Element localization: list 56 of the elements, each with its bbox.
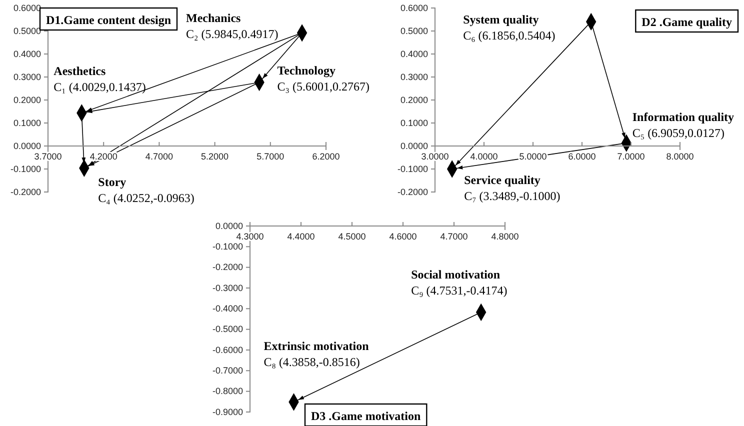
x-tick-label: 4.7000 xyxy=(440,231,468,242)
x-tick-label: 5.7000 xyxy=(256,151,284,162)
y-tick-label: 0.6000 xyxy=(400,2,428,13)
y-tick-label: -0.1000 xyxy=(397,164,428,174)
y-tick-label: 0.1000 xyxy=(400,118,428,128)
annotation: Social motivation C₉ (4.7531,-0.4174) xyxy=(411,267,508,298)
x-tick-label: 8.0000 xyxy=(666,151,694,162)
y-tick-label: -0.7000 xyxy=(212,366,243,376)
x-tick-label: 4.4000 xyxy=(287,231,315,242)
y-tick-label: -0.2000 xyxy=(212,262,243,272)
y-tick-label: 0.5000 xyxy=(13,26,41,36)
x-tick-label: 4.6000 xyxy=(389,231,417,242)
y-tick-label: -0.9000 xyxy=(212,406,243,417)
y-tick-label: 0.2000 xyxy=(13,94,41,105)
text: D2 .Game quality xyxy=(642,15,732,29)
y-tick-label: 0.0000 xyxy=(215,220,243,231)
x-tick-label: 4.0000 xyxy=(470,151,498,162)
annotation: Technology C₃ (5.6001,0.2767) xyxy=(277,63,370,94)
y-tick-label: 0.0000 xyxy=(400,140,428,151)
x-tick-label: 7.0000 xyxy=(617,151,645,162)
annotation: Story C₄ (4.0252,-0.0963) xyxy=(98,175,194,206)
y-tick-label: -0.1000 xyxy=(212,242,243,252)
y-tick-label: -0.4000 xyxy=(212,304,243,314)
text: D3 .Game motivation xyxy=(311,409,421,423)
y-tick-label: -0.8000 xyxy=(212,386,243,396)
annotation: Information quality C₅ (6.9059,0.0127) xyxy=(632,110,734,140)
y-tick-label: -0.1000 xyxy=(10,164,41,174)
x-tick-label: 3.7000 xyxy=(34,151,62,162)
x-tick-label: 3.0000 xyxy=(421,151,449,162)
chart-title: D1.Game content design xyxy=(46,13,172,27)
y-tick-label: -0.2000 xyxy=(10,186,41,197)
y-tick-label: -0.5000 xyxy=(212,324,243,334)
x-tick-label: 4.7000 xyxy=(145,151,173,162)
annotation: Mechanics C₂ (5.9845,0.4917) xyxy=(186,10,278,41)
x-tick-label: 6.2000 xyxy=(312,151,340,162)
x-tick-label: 5.2000 xyxy=(201,151,229,162)
x-tick-label: 4.8000 xyxy=(491,231,519,242)
y-tick-label: 0.0000 xyxy=(13,140,41,151)
y-tick-label: 0.4000 xyxy=(400,48,428,59)
annotation: Service quality C₇ (3.3489,-0.1000) xyxy=(464,173,560,203)
y-tick-label: -0.3000 xyxy=(212,282,243,293)
y-tick-label: 0.1000 xyxy=(13,118,41,128)
y-tick-label: -0.6000 xyxy=(212,344,243,355)
x-tick-label: 4.3000 xyxy=(236,231,264,242)
y-tick-label: 0.2000 xyxy=(400,94,428,105)
y-tick-label: 0.3000 xyxy=(13,72,41,82)
y-tick-label: 0.6000 xyxy=(13,2,41,13)
y-tick-label: 0.3000 xyxy=(400,72,428,82)
y-tick-label: 0.4000 xyxy=(13,48,41,59)
annotation: Extrinsic motivation C₈ (4.3858,-0.8516) xyxy=(264,338,370,369)
y-tick-label: -0.2000 xyxy=(397,186,428,197)
x-tick-label: 4.5000 xyxy=(338,231,366,242)
annotation: System quality C₆ (6.1856,0.5404) xyxy=(463,12,556,43)
x-tick-label: 6.0000 xyxy=(568,151,596,162)
y-tick-label: 0.5000 xyxy=(400,26,428,36)
annotation: Aesthetics C₁ (4.0029,0.1437) xyxy=(54,64,146,94)
